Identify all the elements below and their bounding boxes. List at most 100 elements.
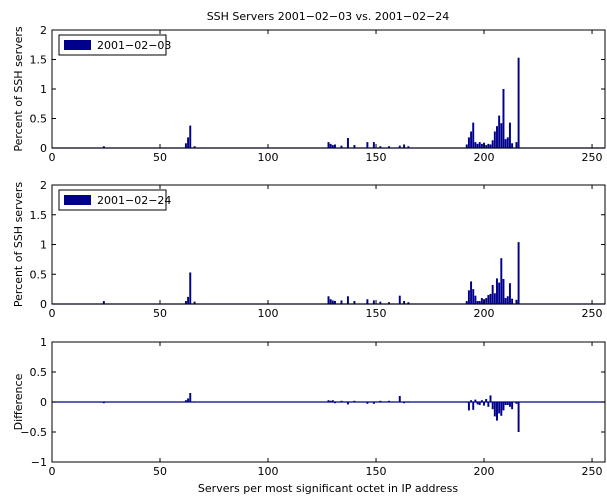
bar <box>515 142 518 148</box>
bar <box>193 146 196 148</box>
y-tick-label: 1 <box>40 336 47 349</box>
panel-3: 0 50 100 150 200 250 −1 −0.5 0 0.5 1 Difference <box>12 336 606 478</box>
bar <box>403 144 406 148</box>
bar <box>487 402 490 407</box>
bar <box>489 144 492 148</box>
bar <box>508 122 511 148</box>
bar <box>184 400 187 402</box>
bar <box>193 301 196 304</box>
x-tick-label: 0 <box>49 151 56 164</box>
y-tick-label: 0 <box>40 142 47 155</box>
bar <box>485 145 488 148</box>
bar <box>498 282 501 304</box>
y-axis-label: Percent of SSH servers <box>12 26 25 152</box>
y-tick-label: 0 <box>40 298 47 311</box>
bar <box>508 402 511 407</box>
bar <box>515 402 518 404</box>
bar <box>353 301 356 304</box>
x-tick-label: 100 <box>258 151 279 164</box>
bar <box>470 131 473 148</box>
legend: 2001−02−24 <box>58 189 171 211</box>
y-tick-label: −0.5 <box>20 426 47 439</box>
bar <box>346 137 349 148</box>
y-tick-label: −1 <box>31 456 47 469</box>
bar <box>403 301 406 304</box>
x-tick-label: 250 <box>582 465 603 478</box>
bar <box>366 402 369 404</box>
bar <box>500 402 503 416</box>
y-tick-label: 1.5 <box>30 209 48 222</box>
x-tick-label: 150 <box>366 307 387 320</box>
legend-swatch <box>64 195 91 205</box>
bar <box>331 145 334 148</box>
bar <box>327 142 330 148</box>
bar <box>334 402 336 404</box>
bar <box>388 302 390 304</box>
bar <box>487 143 490 148</box>
bar <box>476 143 479 148</box>
x-tick-label: 150 <box>366 151 387 164</box>
bar <box>517 402 520 432</box>
bar <box>472 289 475 305</box>
x-tick-label: 0 <box>49 465 56 478</box>
bar <box>102 402 105 404</box>
bar <box>504 298 507 304</box>
bar <box>511 402 514 410</box>
y-tick-label: 0.5 <box>30 268 48 281</box>
bar <box>506 402 509 405</box>
bar <box>329 299 332 304</box>
bar <box>517 242 520 304</box>
bar <box>485 399 488 402</box>
bar <box>184 143 187 148</box>
x-tick-label: 200 <box>474 151 495 164</box>
bar <box>340 145 343 148</box>
bar <box>102 301 105 304</box>
bar <box>334 144 336 148</box>
bar <box>388 146 390 148</box>
bar <box>334 301 336 304</box>
y-tick-label: 1 <box>40 239 47 252</box>
bar <box>478 402 481 405</box>
bar <box>372 142 375 148</box>
bar <box>506 296 509 304</box>
bar <box>502 279 505 304</box>
x-tick-label: 150 <box>366 465 387 478</box>
bar <box>478 142 481 148</box>
legend-label: 2001−02−03 <box>97 39 171 52</box>
bar <box>502 89 505 148</box>
bar <box>493 293 496 304</box>
bar <box>515 299 518 304</box>
x-tick-label: 50 <box>153 307 167 320</box>
y-axis-label: Difference <box>12 373 25 430</box>
chart-title: SSH Servers 2001−02−03 vs. 2001−02−24 <box>207 10 450 23</box>
bar <box>465 144 468 148</box>
bar <box>517 57 520 149</box>
bar <box>353 400 356 402</box>
bar <box>327 296 330 304</box>
bar <box>329 400 332 402</box>
bar <box>493 131 496 148</box>
bar <box>189 393 192 402</box>
y-tick-label: 2 <box>40 24 47 37</box>
y-tick-label: 1.5 <box>30 54 48 67</box>
x-tick-label: 100 <box>258 465 279 478</box>
bar <box>511 298 514 304</box>
bar <box>102 146 105 148</box>
bar <box>187 296 190 304</box>
bar <box>511 143 514 148</box>
x-tick-label: 100 <box>258 307 279 320</box>
bar <box>470 281 473 304</box>
bar <box>465 402 468 403</box>
bar <box>187 137 190 148</box>
bar <box>379 400 382 402</box>
bar <box>372 402 375 404</box>
bar <box>480 298 483 304</box>
x-tick-label: 250 <box>582 151 603 164</box>
y-tick-label: 2 <box>40 179 47 192</box>
legend-swatch <box>64 40 91 50</box>
bar <box>189 272 192 304</box>
bar <box>379 146 382 148</box>
bar <box>493 402 496 417</box>
